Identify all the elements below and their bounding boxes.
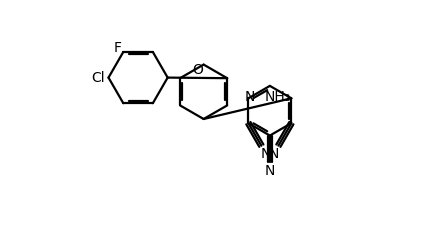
Text: N: N	[244, 90, 255, 104]
Text: N: N	[268, 147, 279, 161]
Text: N: N	[261, 147, 271, 161]
Text: O: O	[192, 63, 203, 77]
Text: Cl: Cl	[91, 71, 105, 84]
Text: NH₂: NH₂	[265, 90, 291, 104]
Text: F: F	[113, 41, 121, 55]
Text: N: N	[265, 164, 275, 178]
